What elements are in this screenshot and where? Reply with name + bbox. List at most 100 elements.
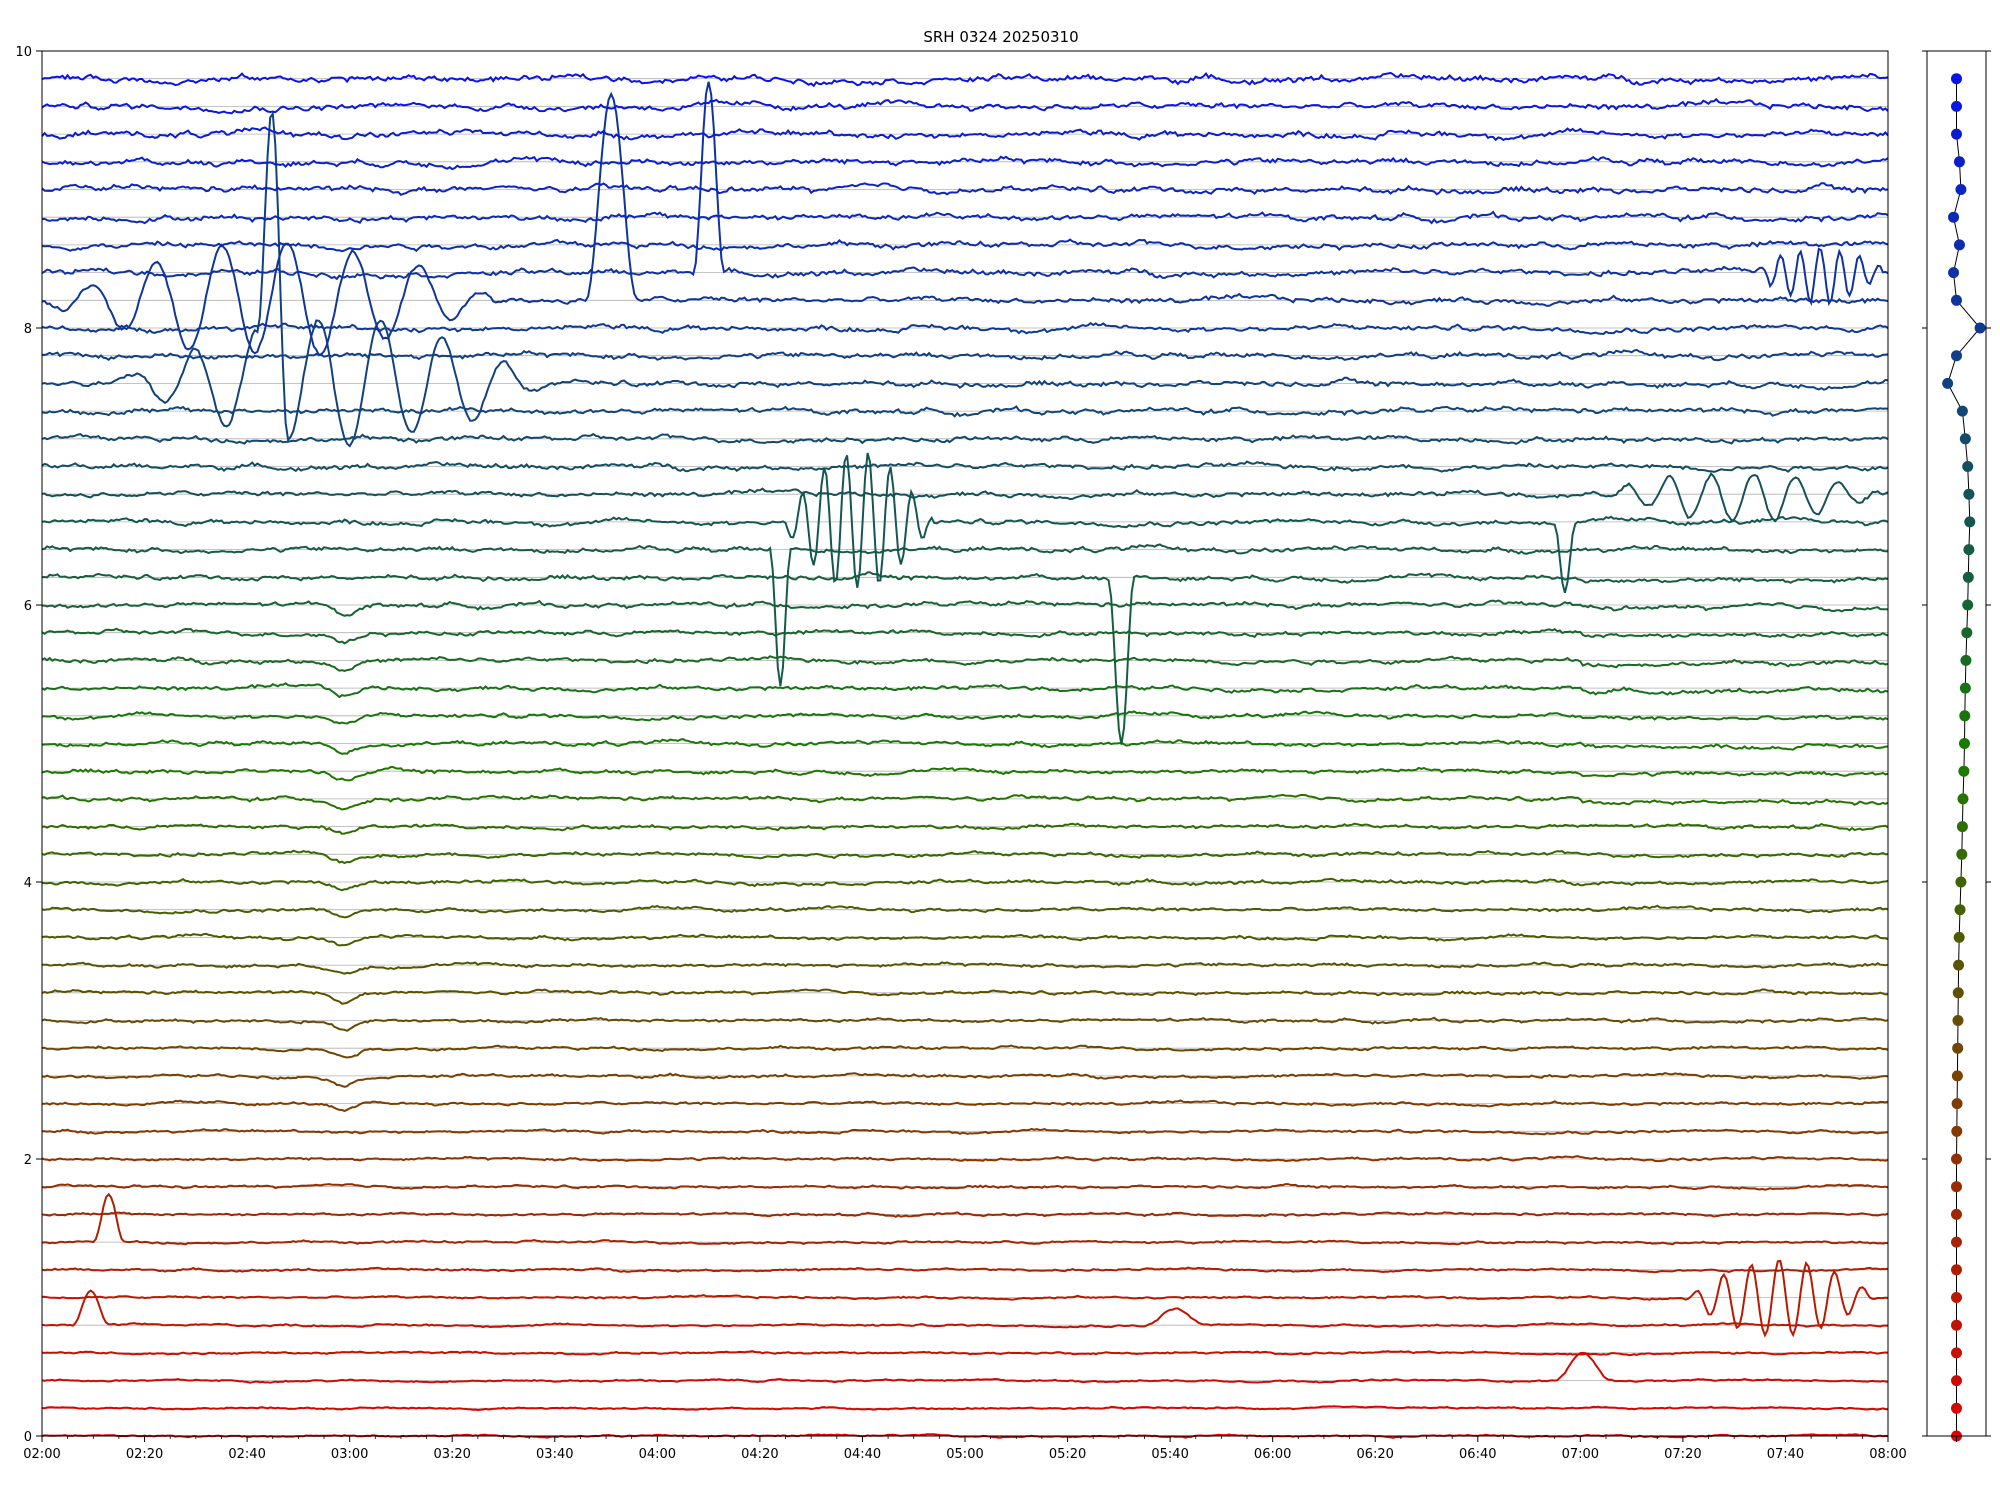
side-point-1 <box>1951 1402 1962 1414</box>
side-connector-line <box>1947 78 1981 1436</box>
x-tick-label: 07:00 <box>1562 1447 1599 1462</box>
trace-line-5 <box>41 1259 1889 1338</box>
side-point-21 <box>1956 848 1968 860</box>
trace-line-27 <box>41 682 1889 699</box>
trace-line-23 <box>42 793 1889 811</box>
x-tick-label: 03:00 <box>331 1447 368 1462</box>
side-point-33 <box>1964 516 1976 528</box>
x-tick-label: 07:20 <box>1664 1447 1701 1462</box>
trace-line-26 <box>41 710 1889 725</box>
trace-line-36 <box>41 432 1889 446</box>
trace-line-8 <box>41 1211 1889 1218</box>
trace-line-37 <box>41 405 1889 418</box>
side-point-15 <box>1952 1015 1964 1026</box>
x-tick-label: 07:40 <box>1767 1447 1804 1462</box>
trace-line-39 <box>41 348 1889 362</box>
side-point-49 <box>1951 73 1962 85</box>
x-tick-label: 05:40 <box>1151 1447 1188 1462</box>
side-point-8 <box>1951 1208 1962 1220</box>
trace-line-7 <box>41 1192 1888 1246</box>
side-point-6 <box>1951 1264 1962 1276</box>
side-point-2 <box>1951 1375 1962 1387</box>
side-point-12 <box>1951 1098 1963 1110</box>
trace-line-41 <box>41 91 1889 357</box>
side-point-9 <box>1951 1181 1962 1193</box>
trace-line-13 <box>41 1072 1889 1088</box>
trace-line-2 <box>41 1351 1889 1384</box>
side-point-23 <box>1957 793 1969 805</box>
trace-line-6 <box>41 1266 1889 1274</box>
grid-layer <box>42 78 1888 1437</box>
side-point-36 <box>1959 433 1971 445</box>
x-tick-label: 06:20 <box>1356 1447 1393 1462</box>
x-tick-label: 03:40 <box>536 1447 573 1462</box>
y-axis-ticks: 0 2 4 6 8 10 <box>15 45 42 1445</box>
y-tick-label: 0 <box>24 1430 32 1445</box>
trace-line-19 <box>41 904 1889 919</box>
side-point-14 <box>1952 1042 1964 1054</box>
side-point-35 <box>1962 461 1974 472</box>
x-axis-ticks: 02:00 02:20 02:40 03:00 03:20 03:40 04:00 04:20… <box>23 1436 1907 1462</box>
trace-line-31 <box>41 571 1889 745</box>
side-point-31 <box>1962 571 1974 583</box>
trace-line-1 <box>41 1405 1889 1412</box>
side-point-30 <box>1962 599 1974 611</box>
side-point-22 <box>1956 821 1968 833</box>
trace-line-42 <box>41 81 1889 307</box>
side-point-27 <box>1959 682 1971 694</box>
trace-line-15 <box>41 1016 1889 1032</box>
side-point-29 <box>1961 627 1973 639</box>
trace-line-25 <box>41 738 1889 755</box>
trace-line-45 <box>41 182 1889 196</box>
side-point-46 <box>1953 156 1965 168</box>
trace-line-40 <box>41 321 1889 336</box>
side-point-5 <box>1951 1292 1962 1303</box>
side-point-41 <box>1951 294 1962 306</box>
trace-line-16 <box>41 988 1889 1005</box>
side-point-25 <box>1958 738 1970 749</box>
side-point-10 <box>1951 1153 1962 1165</box>
trace-line-12 <box>41 1099 1889 1113</box>
trace-line-20 <box>42 877 1889 892</box>
y-tick-label: 8 <box>24 322 32 337</box>
trace-line-28 <box>41 655 1889 673</box>
trace-line-38 <box>41 110 1889 448</box>
side-point-7 <box>1951 1236 1962 1248</box>
side-point-24 <box>1958 765 1970 777</box>
x-tick-label: 04:20 <box>741 1447 778 1462</box>
side-point-45 <box>1955 184 1967 195</box>
trace-line-22 <box>41 822 1889 835</box>
side-point-18 <box>1953 931 1965 943</box>
trace-line-33 <box>41 452 1889 594</box>
side-point-37 <box>1956 405 1968 417</box>
trace-line-35 <box>41 460 1889 473</box>
x-tick-label: 05:00 <box>946 1447 983 1462</box>
side-point-3 <box>1951 1347 1962 1359</box>
y-tick-label: 6 <box>24 599 32 614</box>
side-axes <box>1922 50 1991 1442</box>
side-point-39 <box>1951 350 1962 362</box>
x-tick-label: 04:40 <box>844 1447 881 1462</box>
chart-title: SRH 0324 20250310 <box>923 28 1078 46</box>
trace-line-47 <box>41 126 1889 142</box>
side-point-42 <box>1948 267 1960 279</box>
x-tick-label: 06:00 <box>1254 1447 1291 1462</box>
x-tick-label: 04:00 <box>639 1447 676 1462</box>
side-point-34 <box>1963 488 1975 500</box>
x-tick-label: 02:20 <box>126 1447 163 1462</box>
trace-line-4 <box>41 1289 1889 1329</box>
side-point-11 <box>1951 1125 1963 1137</box>
trace-line-34 <box>41 472 1889 523</box>
y-tick-label: 2 <box>24 1153 32 1168</box>
side-point-17 <box>1953 959 1965 971</box>
side-line-layer <box>1947 78 1981 1436</box>
y-tick-label: 4 <box>24 876 32 891</box>
trace-line-30 <box>42 599 1889 617</box>
side-point-4 <box>1951 1319 1962 1331</box>
trace-line-49 <box>41 71 1889 88</box>
side-axis-ticks <box>1922 50 1991 1442</box>
side-point-32 <box>1963 544 1975 556</box>
trace-layer <box>41 71 1889 1439</box>
side-point-38 <box>1942 377 1954 389</box>
